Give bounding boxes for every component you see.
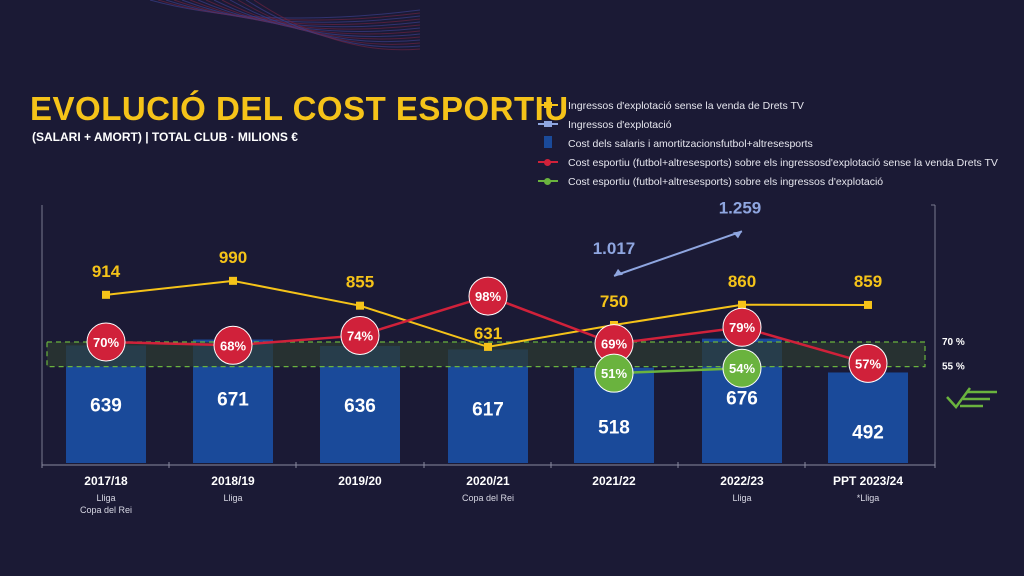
legend-label: Cost dels salaris i amortitzacionsfutbol… bbox=[568, 137, 813, 150]
percent-marker bbox=[213, 325, 253, 365]
percent-marker bbox=[468, 276, 508, 316]
line-label: 860 bbox=[728, 272, 756, 291]
bar-label: 492 bbox=[852, 422, 884, 443]
percent-marker bbox=[86, 322, 126, 362]
percent-marker bbox=[722, 348, 762, 388]
bar bbox=[448, 349, 528, 463]
category-note: Lliga bbox=[223, 493, 242, 503]
band-label: 55 % bbox=[942, 362, 965, 373]
percent-line bbox=[613, 366, 743, 375]
bar-label: 518 bbox=[598, 418, 630, 439]
line-marker bbox=[356, 301, 364, 310]
percent-label: 70% bbox=[93, 335, 119, 350]
legend-item: Cost esportiu (futbol+altresesports) sob… bbox=[538, 172, 998, 191]
legend-swatch bbox=[538, 176, 558, 188]
line-label: 631 bbox=[474, 324, 502, 343]
deco-line bbox=[253, 0, 420, 51]
line-label: 750 bbox=[600, 292, 628, 311]
legend-swatch bbox=[538, 100, 558, 112]
category-label: 2017/18 bbox=[84, 474, 128, 488]
line-marker bbox=[229, 276, 237, 285]
bar bbox=[828, 372, 908, 463]
category-label: 2021/22 bbox=[592, 474, 636, 488]
deco-line bbox=[165, 0, 420, 23]
percent-label: 79% bbox=[729, 320, 755, 335]
page-title: EVOLUCIÓ DEL COST ESPORTIU bbox=[30, 90, 569, 127]
percent-label: 98% bbox=[475, 289, 501, 304]
deco-line bbox=[157, 0, 420, 21]
page-subtitle: (SALARI + AMORT) | TOTAL CLUB · MILIONS … bbox=[32, 130, 298, 144]
category-label: 2022/23 bbox=[720, 474, 764, 488]
category-note: Lliga bbox=[96, 493, 115, 503]
percent-label: 54% bbox=[729, 361, 755, 376]
line-marker bbox=[102, 290, 110, 299]
category-note: *Lliga bbox=[857, 493, 880, 503]
legend: Ingressos d'explotació sense la venda de… bbox=[538, 96, 998, 191]
category-label: 2018/19 bbox=[211, 474, 255, 488]
line-label: 914 bbox=[92, 262, 121, 281]
legend-swatch bbox=[538, 119, 558, 131]
legend-label: Ingressos d'explotació bbox=[568, 118, 672, 131]
category-note: Copa del Rei bbox=[462, 493, 514, 503]
category-label: PPT 2023/24 bbox=[833, 474, 903, 488]
band-label: 70 % bbox=[942, 337, 965, 348]
legend-label: Cost esportiu (futbol+altresesports) sob… bbox=[568, 175, 884, 188]
line-label: 859 bbox=[854, 272, 882, 291]
deco-line bbox=[197, 0, 420, 32]
percent-label: 68% bbox=[220, 338, 246, 353]
percent-marker bbox=[340, 315, 380, 355]
category-note: Lliga bbox=[732, 493, 751, 503]
line-label: 990 bbox=[219, 248, 247, 267]
line-marker bbox=[864, 300, 872, 309]
line-label: 855 bbox=[346, 273, 374, 292]
line-marker bbox=[738, 300, 746, 309]
line-ingressos bbox=[613, 230, 743, 277]
bar-label: 617 bbox=[472, 399, 504, 420]
bar-label: 676 bbox=[726, 389, 758, 410]
category-label: 2020/21 bbox=[466, 474, 510, 488]
legend-label: Cost esportiu (futbol+altresesports) sob… bbox=[568, 156, 998, 169]
percent-marker bbox=[848, 343, 888, 383]
legend-item: Cost esportiu (futbol+altresesports) sob… bbox=[538, 153, 998, 172]
percent-marker bbox=[594, 353, 634, 393]
percent-label: 69% bbox=[601, 337, 627, 352]
bar-label: 671 bbox=[217, 390, 249, 411]
line-label: 1.017 bbox=[593, 239, 636, 258]
percent-label: 74% bbox=[347, 328, 373, 343]
legend-swatch bbox=[538, 136, 558, 151]
percent-marker bbox=[722, 307, 762, 347]
bar-label: 636 bbox=[344, 396, 376, 417]
legend-label: Ingressos d'explotació sense la venda de… bbox=[568, 99, 804, 112]
legend-swatch bbox=[538, 157, 558, 169]
percent-label: 57% bbox=[855, 356, 881, 371]
category-note: Copa del Rei bbox=[80, 505, 132, 515]
category-label: 2019/20 bbox=[338, 474, 382, 488]
legend-item: Ingressos d'explotació sense la venda de… bbox=[538, 96, 998, 115]
line-label: 1.259 bbox=[719, 198, 762, 217]
decorative-lines bbox=[149, 0, 420, 51]
bar-label: 639 bbox=[90, 395, 122, 416]
check-lines-icon bbox=[946, 387, 997, 409]
legend-item: Cost dels salaris i amortitzacionsfutbol… bbox=[538, 134, 998, 153]
check-stroke bbox=[946, 387, 972, 409]
percent-label: 51% bbox=[601, 366, 627, 381]
line-marker bbox=[484, 342, 492, 351]
legend-item: Ingressos d'explotació bbox=[538, 115, 998, 134]
